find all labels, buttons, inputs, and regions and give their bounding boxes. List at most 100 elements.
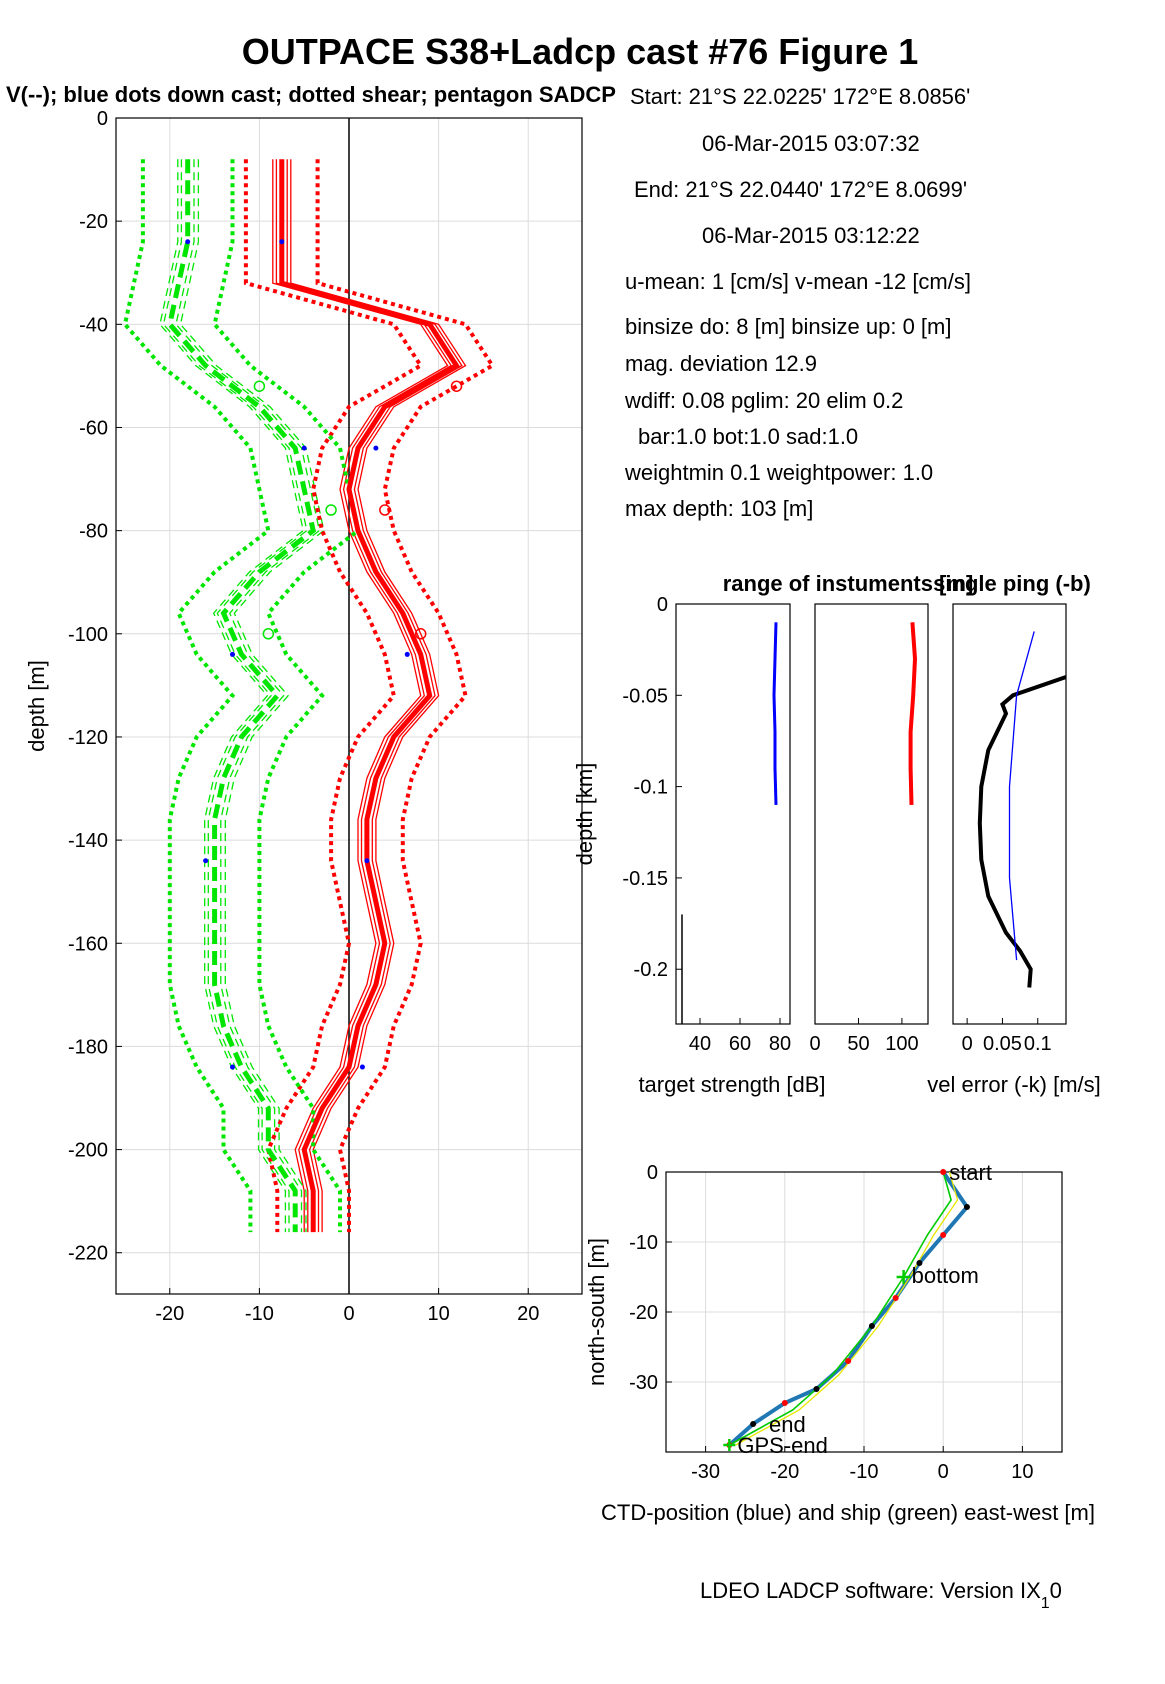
x-tick-label: 10 xyxy=(427,1303,449,1325)
x-axis-label: CTD-position (blue) and ship (green) eas… xyxy=(601,1500,1095,1525)
info-start-time: 06-Mar-2015 03:07:32 xyxy=(702,131,920,156)
y-tick-label: -220 xyxy=(68,1243,108,1265)
ctd-black-dot xyxy=(963,1204,970,1210)
single-ping-line xyxy=(1008,631,1035,961)
footer-sub: 1 xyxy=(1041,1595,1050,1612)
x-tick-label: 0 xyxy=(343,1303,354,1325)
ctd-track-line xyxy=(728,1170,970,1447)
axes-frame xyxy=(675,603,791,1025)
downcast-v-dot xyxy=(185,239,191,245)
y-tick-label: 0 xyxy=(647,1162,658,1184)
u-ensemble-line xyxy=(286,159,463,1233)
y-tick-label: -0.15 xyxy=(622,868,668,890)
x-tick-label: 80 xyxy=(769,1033,791,1055)
vel-error-line xyxy=(977,675,1066,988)
downcast-u-dot xyxy=(373,445,379,451)
x-tick-label: -20 xyxy=(155,1303,184,1325)
y-tick-label: -180 xyxy=(68,1036,108,1058)
sadcp-u-marker xyxy=(379,504,391,516)
x-tick-label: 40 xyxy=(689,1033,711,1055)
target-strength-line xyxy=(772,622,778,805)
x-tick-label: -10 xyxy=(850,1461,879,1483)
y-tick-label: 0 xyxy=(97,108,108,130)
x-axis-label: vel error (-k) [m/s] xyxy=(927,1072,1101,1097)
downcast-u-dot xyxy=(359,1064,365,1070)
track-label-start: start xyxy=(949,1160,992,1185)
ctd-black-dot xyxy=(750,1421,757,1427)
x-tick-label: -20 xyxy=(770,1461,799,1483)
sadcp-u-marker xyxy=(414,628,427,640)
footer-end: 0 xyxy=(1050,1578,1062,1603)
u-ensemble-line xyxy=(290,159,467,1233)
downcast-v-dot xyxy=(230,1064,235,1070)
info-block: Start: 21°S 22.0225' 172°E 8.0856' 06-Ma… xyxy=(624,84,971,521)
single-ping-title: single ping (-b) xyxy=(933,571,1091,596)
y-tick-label: -100 xyxy=(68,624,108,646)
axes-frame xyxy=(814,603,929,1025)
target-strength-plot: 40 60 80 0 -0.05 -0.1 -0.15 -0.2 depth [km] targe… xyxy=(572,594,826,1097)
u-ensemble-line xyxy=(275,159,453,1233)
info-weight: weightmin 0.1 weightpower: 1.0 xyxy=(624,460,933,485)
u-velocity-line xyxy=(279,159,461,1233)
info-end: End: 21°S 22.0440' 172°E 8.0699' xyxy=(634,177,967,202)
y-tick-label: -60 xyxy=(79,417,108,439)
y-tick-label: -140 xyxy=(68,830,108,852)
y-tick-label: -0.05 xyxy=(622,685,668,707)
ctd-black-dot xyxy=(916,1260,923,1266)
velocity-profile-plot: -20 -10 0 10 200-20-40-60-80-100-120-140-160… xyxy=(24,108,583,1325)
x-tick-label: 0.1 xyxy=(1024,1033,1052,1055)
sadcp-v-marker xyxy=(262,628,275,640)
figure-subtitle: V(--); blue dots down cast; dotted shear… xyxy=(6,82,616,107)
y-tick-label: -0.1 xyxy=(634,777,668,799)
v-ensemble-line xyxy=(162,159,308,1233)
gps-end-marker xyxy=(723,1439,736,1451)
sadcp-u-marker xyxy=(450,380,463,392)
u-ensemble-line xyxy=(272,159,449,1233)
downcast-v-dot xyxy=(230,651,235,657)
info-mean: u-mean: 1 [cm/s] v-mean -12 [cm/s] xyxy=(625,269,971,294)
u-shear-upper xyxy=(315,159,496,1233)
track-plot: -30 -20 -10 0 10 0 -10 -20 -30 north-south [m] CTD… xyxy=(584,1160,1095,1525)
y-tick-label: -160 xyxy=(68,933,108,955)
ctd-red-dot xyxy=(940,1232,947,1238)
ctd-red-dot xyxy=(940,1169,947,1175)
axes-frame xyxy=(952,603,1067,1025)
info-wdiff: wdiff: 0.08 pglim: 20 elim 0.2 xyxy=(624,388,903,413)
info-end-time: 06-Mar-2015 03:12:22 xyxy=(702,223,920,248)
ctd-red-dot xyxy=(892,1295,899,1301)
info-maxdepth: max depth: 103 [m] xyxy=(625,496,813,521)
x-tick-label: 60 xyxy=(729,1033,751,1055)
y-tick-label: -10 xyxy=(629,1232,658,1254)
figure-title: OUTPACE S38+Ladcp cast #76 Figure 1 xyxy=(242,31,919,72)
range-line xyxy=(908,622,918,805)
x-tick-label: 100 xyxy=(885,1033,918,1055)
y-tick-label: -0.2 xyxy=(634,959,668,981)
x-tick-label: 0 xyxy=(938,1461,949,1483)
info-binsize: binsize do: 8 [m] binsize up: 0 [m] xyxy=(625,314,952,339)
track-label-gps-end: GPS-end xyxy=(737,1433,828,1458)
vel-error-plot: 0 0.05 0.1 single ping (-b) vel error (-k) [… xyxy=(927,571,1101,1097)
bottom-marker xyxy=(896,1270,911,1284)
y-axis-label: depth [km] xyxy=(572,763,597,866)
v-shear-lower xyxy=(122,159,271,1233)
x-tick-label: 0.05 xyxy=(983,1033,1022,1055)
x-tick-label: -30 xyxy=(691,1461,720,1483)
y-tick-label: -200 xyxy=(68,1140,108,1162)
y-tick-label: -20 xyxy=(629,1302,658,1324)
x-tick-label: 50 xyxy=(847,1033,869,1055)
downcast-u-dot xyxy=(279,239,285,245)
downcast-u-dot xyxy=(364,858,370,864)
y-tick-label: -20 xyxy=(79,211,108,233)
y-axis-label: north-south [m] xyxy=(584,1238,609,1386)
range-title: range of instuments [m] xyxy=(723,571,974,596)
track-label-end: end xyxy=(769,1412,806,1437)
footer: LDEO LADCP software: Version IX10 xyxy=(700,1578,1062,1612)
range-plot: 0 50 100 range of instuments [m] xyxy=(723,571,974,1055)
v-ensemble-line xyxy=(179,159,325,1233)
y-tick-label: 0 xyxy=(657,594,668,616)
x-tick-label: -10 xyxy=(245,1303,274,1325)
downcast-v-dot xyxy=(203,858,209,864)
ctd-black-dot xyxy=(868,1323,875,1329)
ship-track-line xyxy=(729,1171,952,1446)
